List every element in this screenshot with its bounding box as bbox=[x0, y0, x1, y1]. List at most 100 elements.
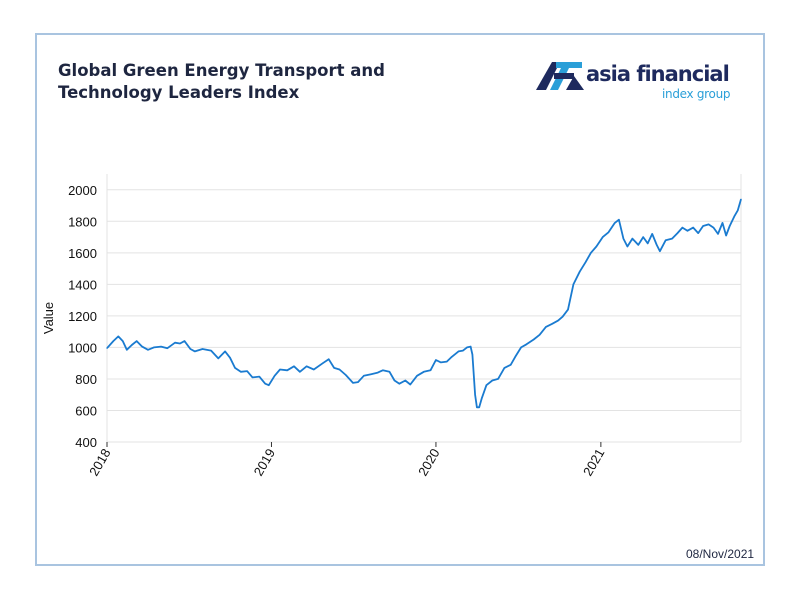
data-point bbox=[607, 231, 610, 233]
data-point bbox=[656, 244, 658, 246]
data-point bbox=[470, 346, 472, 348]
data-point bbox=[112, 340, 114, 342]
data-point bbox=[457, 350, 460, 352]
data-point bbox=[234, 367, 236, 369]
data-point bbox=[251, 376, 254, 378]
data-point bbox=[122, 340, 124, 342]
data-point bbox=[622, 238, 624, 240]
logo-wordmark: asia financial bbox=[586, 62, 730, 86]
data-point bbox=[377, 372, 379, 374]
data-point bbox=[729, 225, 731, 227]
data-point bbox=[481, 397, 483, 399]
data-point bbox=[183, 340, 186, 342]
data-point bbox=[721, 222, 724, 224]
data-point bbox=[141, 346, 143, 348]
data-point bbox=[160, 346, 162, 348]
data-point bbox=[264, 383, 266, 385]
data-point bbox=[338, 368, 341, 371]
data-point bbox=[131, 344, 133, 346]
data-point bbox=[147, 349, 149, 351]
data-point bbox=[446, 361, 448, 363]
data-point bbox=[451, 356, 453, 358]
data-point bbox=[671, 238, 673, 240]
data-point bbox=[551, 323, 553, 325]
data-point bbox=[637, 244, 639, 246]
data-point bbox=[194, 350, 196, 352]
data-point bbox=[370, 373, 372, 375]
data-point bbox=[117, 335, 119, 337]
data-point bbox=[602, 236, 604, 238]
data-point bbox=[514, 356, 516, 358]
data-point bbox=[466, 346, 468, 349]
data-point bbox=[676, 232, 679, 234]
y-tick-label: 1800 bbox=[68, 214, 97, 229]
data-point bbox=[533, 338, 535, 341]
data-point bbox=[712, 227, 715, 229]
data-point bbox=[279, 368, 281, 371]
data-point bbox=[651, 233, 653, 235]
data-point bbox=[268, 384, 270, 386]
brand-logo: asia financial index group bbox=[536, 60, 736, 110]
data-point bbox=[692, 227, 694, 229]
data-point bbox=[240, 371, 242, 373]
data-point bbox=[210, 349, 212, 352]
data-point bbox=[416, 375, 418, 377]
data-point bbox=[647, 242, 649, 244]
y-axis-label: Value bbox=[41, 302, 56, 334]
data-point bbox=[510, 364, 512, 366]
data-point bbox=[409, 383, 411, 386]
data-point bbox=[572, 283, 574, 285]
data-point bbox=[404, 379, 406, 382]
data-point bbox=[659, 250, 661, 252]
as-of-date: 08/Nov/2021 bbox=[686, 547, 755, 561]
data-point bbox=[258, 375, 260, 378]
data-point bbox=[737, 209, 739, 211]
data-point bbox=[642, 236, 644, 238]
series-line bbox=[106, 198, 742, 409]
data-point bbox=[440, 361, 442, 363]
title-line-2: Technology Leaders Index bbox=[58, 83, 300, 102]
data-point bbox=[503, 367, 506, 369]
data-point bbox=[136, 340, 138, 342]
data-point bbox=[363, 375, 365, 377]
data-point bbox=[626, 245, 629, 248]
data-point bbox=[740, 198, 742, 200]
data-point bbox=[733, 215, 735, 218]
data-point bbox=[497, 378, 499, 380]
data-point bbox=[520, 346, 522, 349]
data-point bbox=[306, 365, 308, 367]
data-point bbox=[545, 326, 547, 328]
data-point bbox=[429, 369, 432, 371]
data-point bbox=[557, 320, 559, 322]
data-point bbox=[471, 353, 474, 356]
data-point bbox=[224, 350, 226, 352]
data-point bbox=[382, 369, 384, 371]
data-point bbox=[538, 334, 541, 336]
data-point bbox=[478, 406, 480, 408]
data-point bbox=[707, 223, 710, 226]
y-tick-label: 1200 bbox=[68, 309, 97, 324]
data-point bbox=[398, 383, 401, 385]
data-point bbox=[525, 343, 528, 345]
data-point bbox=[388, 371, 391, 373]
data-point bbox=[491, 379, 493, 382]
data-point bbox=[333, 367, 335, 369]
data-point bbox=[462, 349, 464, 352]
data-point bbox=[293, 365, 295, 367]
data-point bbox=[567, 308, 569, 311]
data-point bbox=[725, 234, 727, 237]
y-tick-label: 1600 bbox=[68, 246, 97, 261]
data-point bbox=[106, 347, 108, 349]
title-line-1: Global Green Energy Transport and bbox=[58, 61, 385, 80]
data-point bbox=[579, 271, 581, 273]
data-point bbox=[665, 239, 667, 241]
y-tick-label: 400 bbox=[75, 435, 97, 450]
data-point bbox=[476, 406, 478, 408]
y-tick-label: 600 bbox=[75, 403, 97, 418]
data-point bbox=[166, 347, 168, 349]
data-point bbox=[697, 232, 699, 234]
data-point bbox=[299, 371, 301, 373]
data-point bbox=[229, 357, 231, 359]
x-tick-label: 2020 bbox=[415, 446, 442, 479]
data-point bbox=[274, 375, 276, 377]
